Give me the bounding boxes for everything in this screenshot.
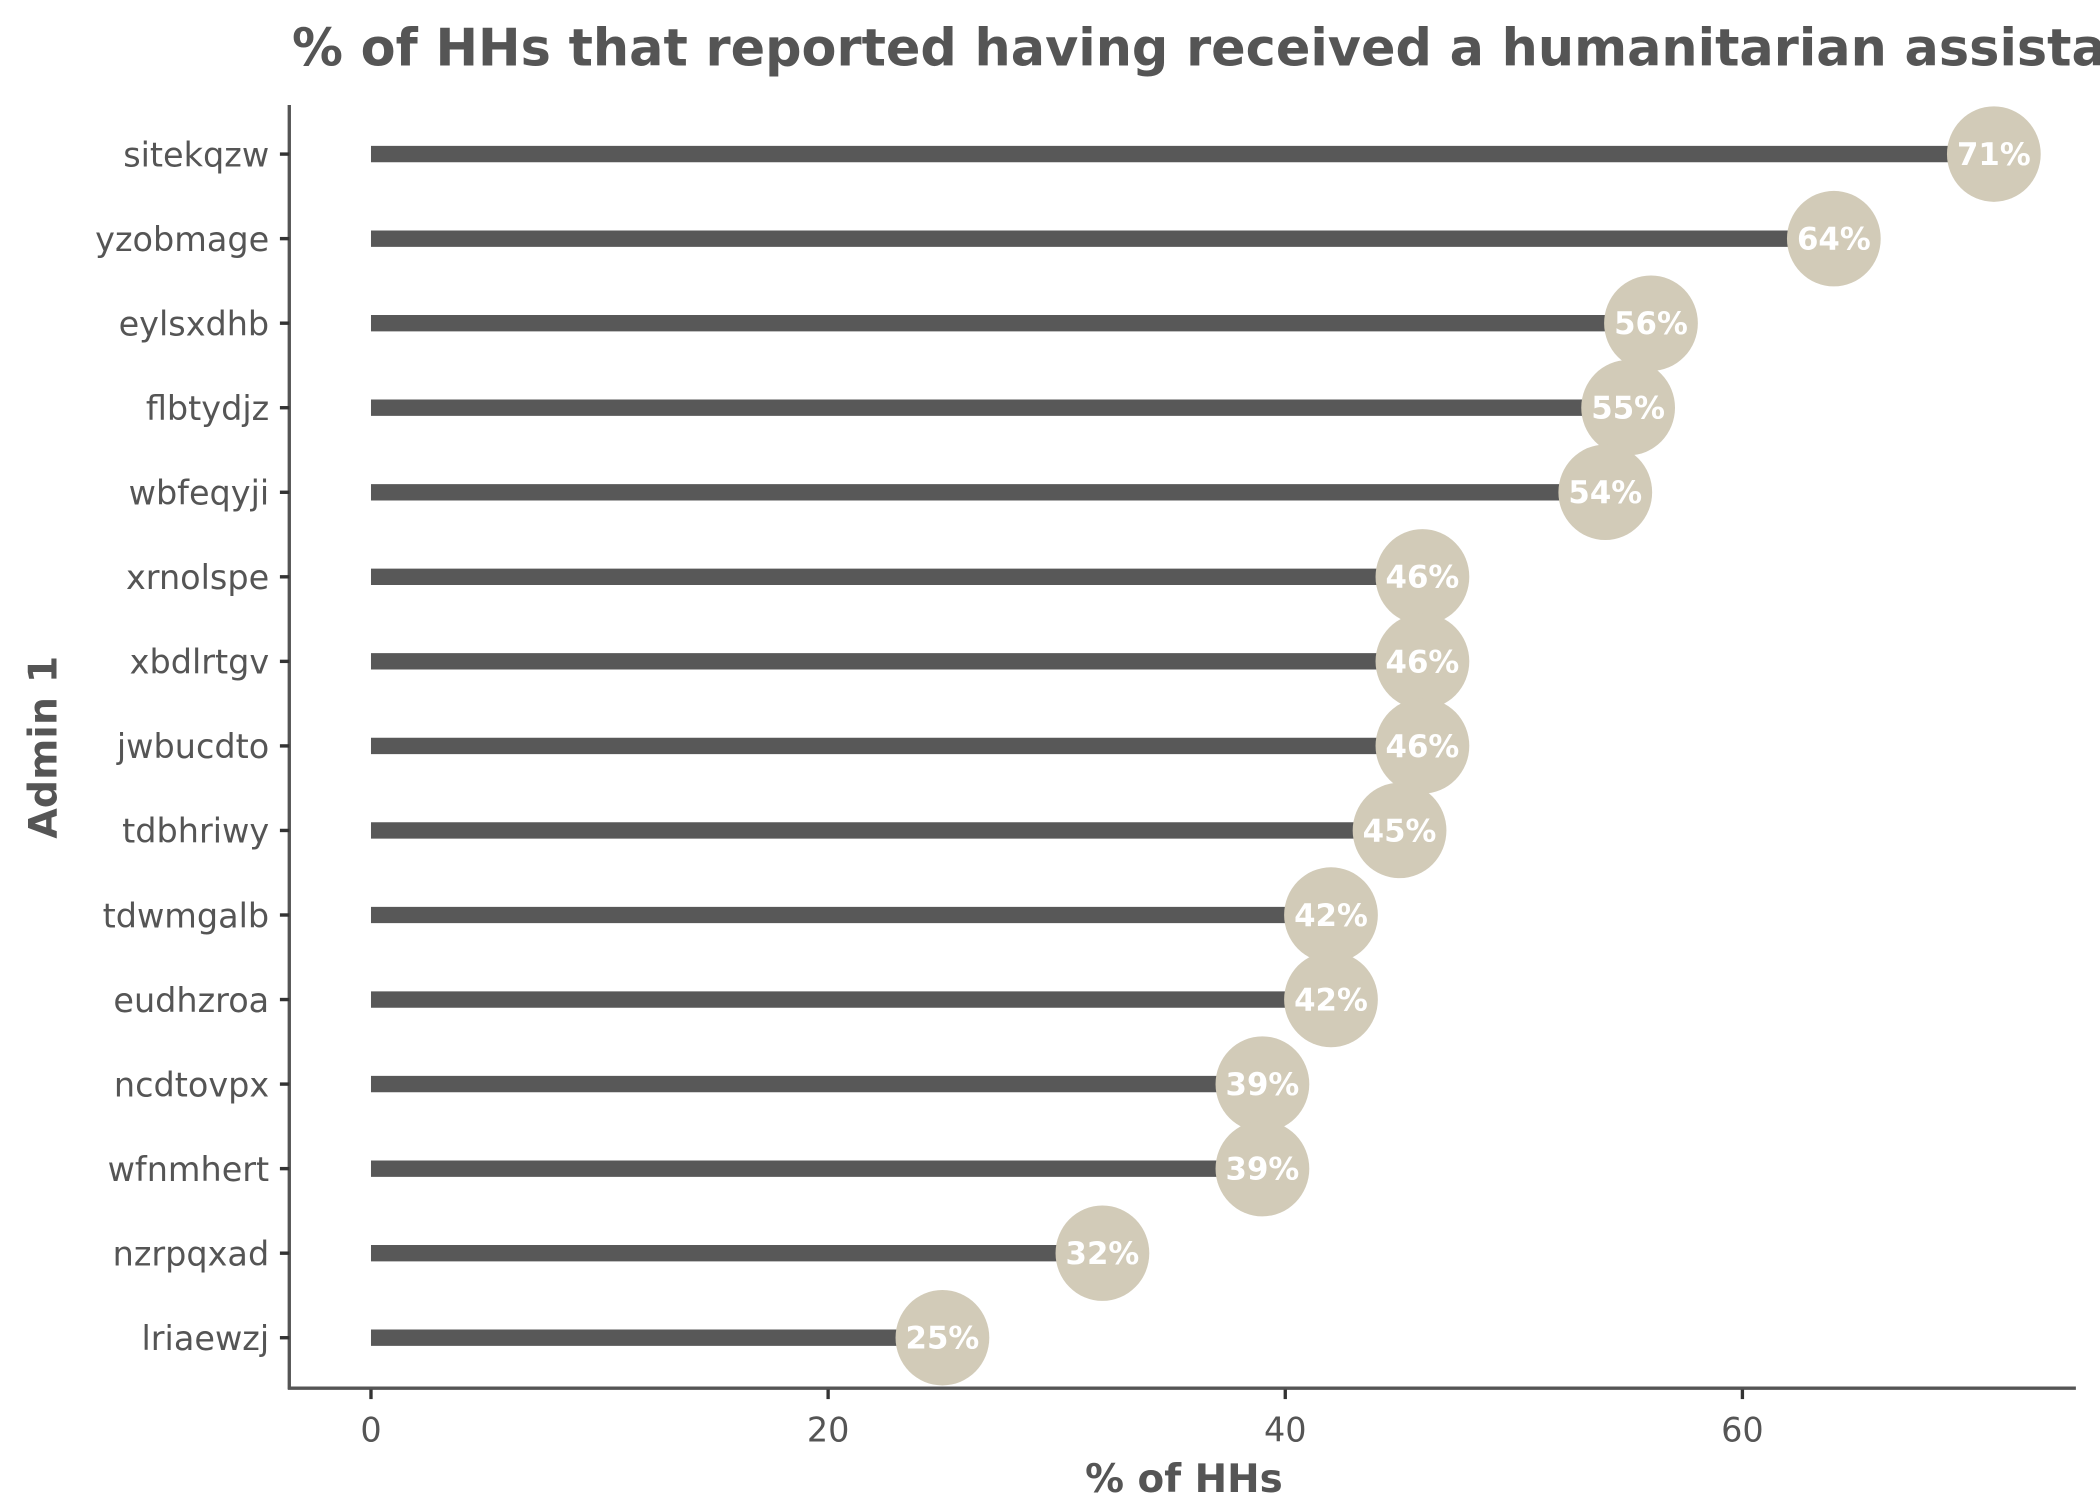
y-tick-label: jwbucdto — [116, 727, 269, 766]
data-label: 39% — [1226, 1067, 1300, 1103]
data-label: 45% — [1363, 813, 1437, 849]
lollipop-point — [1215, 1036, 1310, 1132]
lollipop-point — [1215, 1120, 1310, 1217]
y-tick-label: wfnmhert — [108, 1150, 270, 1189]
lollipop-point — [895, 1290, 990, 1386]
lollipop-point — [1055, 1205, 1150, 1301]
lollipop-point — [1352, 782, 1447, 879]
x-tick-label: 60 — [1721, 1410, 1764, 1449]
x-axis-label: % of HHs — [1085, 1457, 1283, 1500]
y-tick-label: xrnolspe — [126, 558, 269, 597]
lollipop-point — [1375, 698, 1470, 794]
lollipop-point — [1284, 951, 1378, 1048]
y-tick-label: ncdtovpx — [114, 1065, 269, 1104]
lollipop-point — [1375, 529, 1470, 625]
chart-title: % of HHs that reported having received a… — [292, 18, 2100, 79]
y-tick-label: sitekqzw — [123, 135, 269, 174]
lollipop-point — [1581, 360, 1675, 456]
data-label: 42% — [1294, 982, 1368, 1018]
data-label: 46% — [1386, 729, 1460, 765]
data-label: 56% — [1614, 306, 1688, 342]
data-label: 42% — [1294, 898, 1368, 934]
x-tick-label: 20 — [807, 1410, 850, 1449]
data-label: 32% — [1066, 1236, 1140, 1272]
lollipop-point — [1375, 613, 1470, 710]
data-label: 39% — [1226, 1151, 1300, 1187]
x-axis-ticks: 0 20 40 60 — [360, 1389, 1764, 1449]
y-tick-label: tdwmgalb — [103, 896, 270, 935]
y-tick-label: eylsxdhb — [119, 304, 270, 343]
data-label: 46% — [1386, 644, 1460, 680]
x-tick-label: 40 — [1264, 1410, 1307, 1449]
data-label: 54% — [1568, 475, 1642, 511]
y-tick-label: flbtydjz — [146, 389, 269, 428]
data-label: 71% — [1957, 137, 2031, 173]
y-tick-label: wbfeqyji — [129, 473, 270, 512]
y-tick-label: nzrpqxad — [113, 1234, 270, 1273]
lollipop-point — [1284, 867, 1378, 963]
y-axis-label: Admin 1 — [22, 656, 67, 839]
y-tick-label: eudhzroa — [113, 981, 269, 1020]
lollipop-point — [1558, 444, 1653, 540]
lollipop-point — [1946, 106, 2041, 202]
lollipop-point — [1604, 275, 1698, 371]
lollipop-point — [1786, 190, 1881, 287]
y-tick-label: yzobmage — [95, 220, 269, 259]
data-label: 25% — [906, 1320, 980, 1356]
plot-area: 71% 64% 56% 55% 54% 46% 46% 46% 45% 42% 42% 39% 39% 3… — [370, 106, 2041, 1386]
x-tick-label: 0 — [360, 1410, 381, 1449]
data-label: 46% — [1386, 559, 1460, 595]
y-tick-label: lriaewzj — [142, 1319, 270, 1358]
y-axis-categories: sitekqzw yzobmage eylsxdhb flbtydjz wbfeqyji… — [95, 135, 290, 1358]
y-tick-label: tdbhriwy — [122, 811, 269, 850]
data-label: 64% — [1797, 221, 1871, 257]
y-tick-label: xbdlrtgv — [130, 642, 270, 681]
data-label: 55% — [1591, 390, 1665, 426]
